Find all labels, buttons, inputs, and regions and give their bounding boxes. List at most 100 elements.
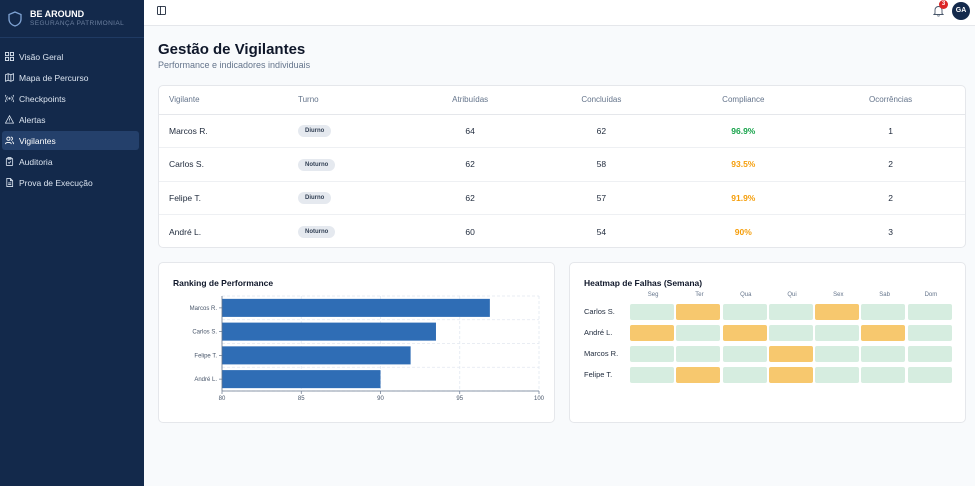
heatmap-day-label: Qui [787,292,797,298]
bar [222,346,411,365]
cell-name: Felipe T. [159,181,288,215]
table-row[interactable]: André L. Noturno 60 54 90% 3 [159,215,965,248]
shift-badge: Noturno [298,226,336,238]
column-header-atribuidas: Atribuídas [408,86,533,115]
cell-assigned: 60 [465,226,475,237]
y-tick-label: Felipe T. [194,353,217,359]
alert-triangle-icon [5,115,14,124]
heatmap-cell[interactable] [676,303,721,320]
heatmap-cell[interactable] [676,345,721,362]
heatmap-cell[interactable] [907,366,952,383]
ranking-chart: 80 85 90 95 100 Marcos R. Carlos S. Felipe T. An… [190,295,545,402]
heatmap-cell[interactable] [907,345,952,362]
heatmap-cell[interactable] [630,324,674,341]
sidebar-item-vigilantes[interactable]: Vigilantes [2,131,139,150]
cell-done: 54 [596,226,607,237]
cell-assigned: 62 [408,147,533,182]
cell-name: André L. [169,226,202,237]
heatmap-row-label: Carlos S. [584,307,615,316]
heatmap-days-header: Seg Ter Qua Qui Sex Sab Dom [630,292,954,301]
sidebar-item-label: Alertas [19,114,46,125]
heatmap-cell[interactable] [815,324,860,341]
grid-icon [5,52,14,61]
heatmap-cell[interactable] [768,324,813,341]
shield-icon [8,10,22,27]
column-header-ocorrencias: Ocorrências [816,86,965,115]
table-row[interactable]: Carlos S. Noturno 62 58 93.5% 2 [159,147,965,182]
x-tick-label: 80 [219,396,226,402]
heatmap-cell[interactable] [676,324,721,341]
cell-compliance: 91.9% [670,181,817,215]
heatmap-cell[interactable] [861,324,906,341]
cell-compliance: 96.9% [670,114,817,148]
ranking-title: Ranking de Performance [173,278,274,288]
sidebar-toggle-icon[interactable] [157,6,166,15]
heatmap-cell[interactable] [861,366,906,383]
heatmap-day-label: Sab [879,292,890,298]
heatmap-rows: Carlos S. André L. Marcos R. Felipe T. [584,301,954,385]
heatmap-cell[interactable] [815,366,860,383]
sidebar-item-label: Mapa de Percurso [19,72,89,83]
sidebar-item-checkpoints[interactable]: Checkpoints [2,89,139,108]
cell-shift: Diurno [288,114,408,148]
vigilantes-table-card: Vigilante Turno Atribuídas Concluídas Co… [158,85,966,248]
cell-incidents: 2 [816,147,965,182]
heatmap-card: Heatmap de Falhas (Semana) Seg Ter Qua Qui S… [569,262,966,423]
heatmap-cell[interactable] [815,345,860,362]
bell-icon[interactable] [933,5,944,17]
table-row[interactable]: Felipe T. Diurno 62 57 91.9% 2 [159,181,965,215]
sidebar-item-mapa-de-percurso[interactable]: Mapa de Percurso [2,68,139,87]
x-tick-label: 95 [456,396,463,402]
heatmap-cell[interactable] [861,303,906,320]
heatmap-cell[interactable] [676,366,721,383]
sidebar-nav: Visão Geral Mapa de Percurso Checkpoints… [0,38,144,192]
heatmap-cell[interactable] [907,324,952,341]
ranking-card: Ranking de Performance 80 85 90 95 100 Marcos… [158,262,555,423]
cell-name: Marcos R. [159,114,288,148]
sidebar-item-label: Visão Geral [19,51,64,62]
brand-subtitle: SEGURANÇA PATRIMONIAL [30,20,125,27]
heatmap-row: Carlos S. [584,301,954,322]
heatmap-cell[interactable] [722,324,767,341]
cell-shift: Diurno [288,181,408,215]
heatmap-day-label: Ter [695,292,704,298]
sidebar-item-label: Vigilantes [19,135,56,146]
sidebar-item-auditoria[interactable]: Auditoria [2,152,139,171]
cell-shift: Noturno [288,147,408,182]
sidebar-item-visao-geral[interactable]: Visão Geral [2,47,139,66]
table-row[interactable]: Marcos R. Diurno 64 62 96.9% 1 [159,114,965,148]
heatmap-cell[interactable] [815,303,860,320]
topbar: 3 GA [144,0,975,26]
heatmap-row-label: Felipe T. [584,370,613,379]
heatmap-cell[interactable] [630,303,674,320]
avatar[interactable]: GA [952,2,970,20]
cell-done: 57 [532,181,671,215]
cell-shift: Noturno [288,215,408,248]
column-header-vigilante: Vigilante [159,86,288,115]
column-header-compliance: Compliance [670,86,817,115]
heatmap-cell[interactable] [722,345,767,362]
heatmap-cell[interactable] [722,366,767,383]
heatmap-day-label: Dom [924,292,938,298]
heatmap-cell[interactable] [768,303,813,320]
vigilantes-table: Vigilante Turno Atribuídas Concluídas Co… [159,86,965,248]
clipboard-icon [5,157,14,166]
x-tick-label: 85 [298,396,305,402]
heatmap-row: Marcos R. [584,343,954,364]
heatmap-cell[interactable] [630,345,674,362]
cell-incidents: 3 [888,226,893,237]
bar [222,370,381,389]
cell-assigned: 62 [408,181,533,215]
heatmap-cell[interactable] [768,345,813,362]
brand[interactable]: BE AROUND SEGURANÇA PATRIMONIAL [0,0,144,38]
sidebar-item-prova-de-execucao[interactable]: Prova de Execução [2,173,139,192]
sidebar-item-alertas[interactable]: Alertas [2,110,139,129]
page-subtitle: Performance e indicadores individuais [158,60,311,70]
y-tick-label: André L. [194,377,217,383]
heatmap-cell[interactable] [722,303,767,320]
heatmap-cell[interactable] [768,366,813,383]
heatmap-cell[interactable] [861,345,906,362]
heatmap-cell[interactable] [907,303,952,320]
heatmap-cell[interactable] [630,366,674,383]
shift-badge: Diurno [298,125,332,138]
